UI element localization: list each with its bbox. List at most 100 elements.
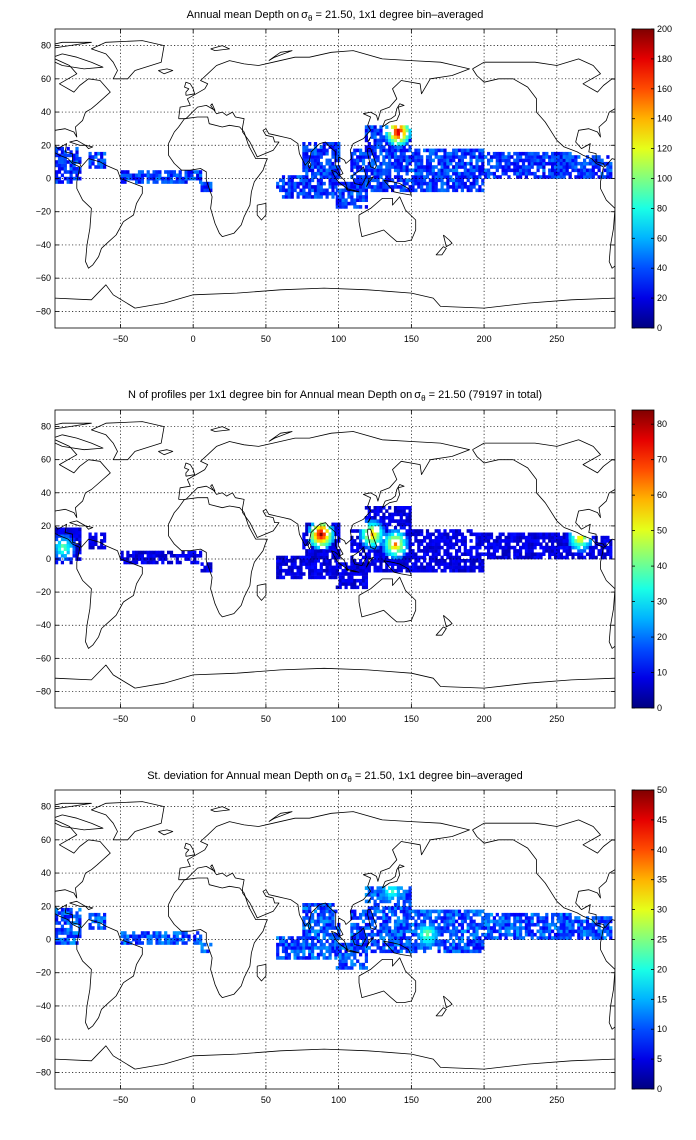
- heatmap-cell: [478, 555, 482, 560]
- heatmap-cell: [319, 912, 323, 917]
- heatmap-cell: [322, 539, 326, 543]
- heatmap-cell: [391, 545, 395, 550]
- heatmap-cell: [548, 552, 552, 557]
- heatmap-cell: [577, 929, 581, 934]
- heatmap-cell: [556, 175, 561, 179]
- heatmap-cell: [495, 549, 499, 553]
- heatmap-cell: [452, 942, 456, 947]
- heatmap-cell: [417, 181, 421, 186]
- heatmap-cell: [305, 549, 309, 553]
- heatmap-cell: [521, 158, 526, 163]
- heatmap-cell: [577, 555, 581, 560]
- heatmap-cell: [402, 912, 406, 917]
- heatmap-cell: [325, 161, 329, 166]
- heatmap-cell: [199, 554, 203, 558]
- heatmap-cell: [411, 185, 415, 189]
- heatmap-cell: [402, 128, 406, 133]
- heatmap-cell: [385, 896, 389, 900]
- heatmap-cell: [146, 554, 150, 558]
- heatmap-cell: [299, 575, 303, 580]
- heatmap-cell: [385, 529, 389, 533]
- heatmap-cell: [585, 919, 590, 924]
- heatmap-cell: [475, 929, 479, 934]
- heatmap-cell: [331, 195, 335, 199]
- heatmap-cell: [66, 153, 70, 158]
- heatmap-cell: [388, 512, 392, 517]
- heatmap-cell: [399, 949, 403, 954]
- heatmap-cell: [388, 896, 392, 900]
- heatmap-cell: [290, 559, 294, 563]
- heatmap-cell: [600, 936, 604, 940]
- heatmap-cell: [350, 946, 354, 950]
- heatmap-cell: [553, 926, 558, 930]
- heatmap-cell: [305, 912, 309, 917]
- heatmap-cell: [328, 909, 332, 914]
- heatmap-cell: [492, 171, 497, 176]
- heatmap-cell: [302, 949, 306, 954]
- heatmap-cell: [334, 555, 338, 560]
- heatmap-cell: [129, 934, 133, 939]
- coastline: [210, 45, 230, 51]
- heatmap-cell: [585, 552, 590, 557]
- heatmap-cell: [408, 886, 412, 890]
- heatmap-cell: [316, 529, 321, 533]
- heatmap-cell: [504, 539, 508, 543]
- heatmap-cell: [331, 181, 335, 186]
- heatmap-cell: [341, 952, 345, 957]
- heatmap-cell: [367, 516, 371, 520]
- heatmap-cell: [463, 916, 467, 920]
- heatmap-cell: [393, 506, 398, 510]
- heatmap-cell: [364, 899, 369, 904]
- heatmap-cell: [580, 161, 584, 166]
- heatmap-cell: [305, 909, 309, 914]
- heatmap-cell: [388, 178, 392, 183]
- heatmap-cell: [97, 926, 101, 930]
- heatmap-cell: [376, 185, 380, 189]
- heatmap-cell: [539, 535, 543, 540]
- heatmap-cell: [408, 939, 412, 944]
- heatmap-cell: [559, 552, 563, 557]
- heatmap-cell: [498, 545, 502, 550]
- heatmap-cell: [434, 936, 438, 940]
- heatmap-cell: [359, 185, 363, 189]
- heatmap-cell: [478, 171, 482, 176]
- heatmap-cell: [334, 525, 338, 530]
- heatmap-cell: [276, 942, 280, 947]
- heatmap-cell: [440, 188, 444, 193]
- heatmap-cell: [385, 132, 389, 136]
- heatmap-cell: [63, 534, 67, 538]
- heatmap-cell: [319, 195, 323, 199]
- heatmap-cell: [498, 936, 502, 940]
- heatmap-cell: [411, 922, 415, 927]
- heatmap-cell: [498, 555, 502, 560]
- heatmap-cell: [516, 542, 520, 547]
- heatmap-cell: [455, 148, 459, 153]
- heatmap-cell: [335, 949, 339, 954]
- heatmap-cell: [335, 198, 339, 203]
- heatmap-cell: [276, 559, 280, 563]
- heatmap-cell: [449, 922, 453, 927]
- heatmap-cell: [325, 949, 329, 954]
- heatmap-cell: [331, 949, 335, 954]
- heatmap-cell: [190, 550, 194, 555]
- heatmap-cell: [361, 919, 366, 924]
- heatmap-cell: [466, 552, 470, 557]
- heatmap-cell: [591, 936, 595, 940]
- heatmap-cell: [551, 542, 555, 547]
- heatmap-cell: [577, 539, 581, 543]
- heatmap-cell: [408, 906, 412, 910]
- heatmap-cell: [431, 942, 435, 947]
- heatmap-cell: [399, 946, 403, 950]
- heatmap-cell: [164, 554, 168, 558]
- heatmap-cell: [420, 565, 424, 570]
- heatmap-cell: [72, 163, 76, 168]
- heatmap-cell: [69, 914, 73, 919]
- heatmap-cell: [443, 946, 447, 950]
- heatmap-cell: [338, 188, 342, 193]
- heatmap-cell: [472, 545, 476, 550]
- heatmap-cell: [367, 552, 371, 557]
- heatmap-cell: [580, 539, 584, 543]
- heatmap-cell: [364, 575, 369, 580]
- heatmap-cell: [337, 171, 341, 176]
- heatmap-cell: [281, 956, 286, 960]
